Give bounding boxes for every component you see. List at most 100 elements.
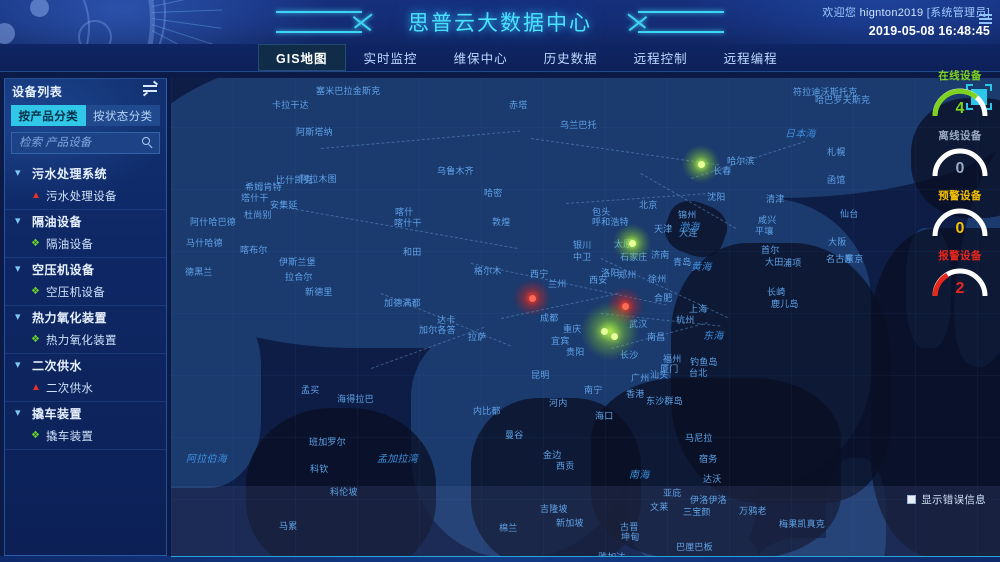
map-city-label: 锦州 bbox=[678, 210, 697, 220]
map-city-label: 阿拉木图 bbox=[300, 174, 337, 184]
gis-map[interactable]: 日本海 渤海 黄海 东海 南海 阿拉伯海 孟加拉湾 北京长春沈阳哈尔滨天津济南石… bbox=[171, 78, 1000, 562]
plug-connected-icon: ❖ bbox=[31, 286, 40, 297]
map-city-label: 卡拉干达 bbox=[272, 100, 309, 110]
item-label: 热力氧化装置 bbox=[46, 335, 117, 347]
map-city-label: 加尔各答 bbox=[419, 325, 456, 335]
tab-history-data[interactable]: 历史数据 bbox=[543, 52, 598, 66]
map-city-label: 杜尚别 bbox=[244, 210, 272, 220]
map-city-label: 安集延 bbox=[270, 200, 298, 210]
map-sea-label: 孟加拉湾 bbox=[377, 454, 418, 465]
gauge-value: 0 bbox=[955, 220, 965, 237]
map-city-label: 亚庇 bbox=[663, 488, 682, 498]
chevron-down-icon: ▾ bbox=[15, 263, 21, 275]
tab-realtime-monitor[interactable]: 实时监控 bbox=[363, 52, 418, 66]
map-sea-label: 东海 bbox=[703, 331, 724, 342]
map-marker-shijiazhuang[interactable] bbox=[613, 224, 651, 262]
sidebar-tab-by-status[interactable]: 按状态分类 bbox=[85, 105, 160, 126]
ocean-sea-of-japan bbox=[911, 98, 1000, 218]
sidebar-group-air-compressor[interactable]: ▾ 空压机设备 bbox=[5, 258, 166, 281]
search-input[interactable] bbox=[12, 133, 159, 153]
map-city-label: 洛阳 bbox=[601, 268, 620, 278]
warning-triangle-icon: ▲ bbox=[31, 382, 41, 393]
map-city-label: 南宁 bbox=[584, 385, 603, 395]
map-city-label: 孟买 bbox=[301, 385, 320, 395]
map-city-label: 喀什 bbox=[395, 207, 414, 217]
plug-connected-icon: ❖ bbox=[31, 430, 40, 441]
map-city-label: 西贡 bbox=[556, 461, 575, 471]
tab-gis-map[interactable]: GIS地图 bbox=[258, 44, 346, 71]
map-city-label: 天津 bbox=[654, 224, 673, 234]
map-city-label: 科钦 bbox=[310, 464, 329, 474]
map-city-label: 厦门 bbox=[660, 364, 679, 374]
gauge-arc-online bbox=[932, 88, 988, 117]
map-city-label: 乌鲁木齐 bbox=[437, 166, 474, 176]
tab-maintenance[interactable]: 维保中心 bbox=[453, 52, 508, 66]
group-label: 隔油设备 bbox=[32, 215, 83, 229]
sidebar-item-sewage-device[interactable]: ▲ 污水处理设备 bbox=[5, 185, 166, 210]
search-icon[interactable] bbox=[142, 137, 153, 149]
map-city-label: 塔什干 bbox=[241, 193, 269, 203]
status-gauges-panel: 在线设备 4 离线设备 0 预警设备 0 报警设备 bbox=[924, 68, 996, 308]
ocean-arabian-sea bbox=[246, 408, 436, 562]
map-city-label: 曼谷 bbox=[505, 430, 524, 440]
map-sea-label: 日本海 bbox=[785, 129, 816, 140]
map-city-label: 拉萨 bbox=[468, 332, 487, 342]
swap-arrows-icon[interactable] bbox=[142, 80, 159, 97]
map-city-label: 长春 bbox=[713, 166, 732, 176]
plug-connected-icon: ❖ bbox=[31, 238, 40, 249]
map-city-label: 鹿儿岛 bbox=[771, 299, 799, 309]
hamburger-menu-icon[interactable] bbox=[979, 12, 992, 26]
map-city-label: 班加罗尔 bbox=[309, 437, 346, 447]
tab-remote-program[interactable]: 远程编程 bbox=[723, 52, 778, 66]
map-city-label: 大连 bbox=[679, 228, 698, 238]
sidebar-tab-by-product[interactable]: 按产品分类 bbox=[11, 105, 86, 126]
map-city-label: 福州 bbox=[663, 354, 682, 364]
sidebar-group-secondary-water[interactable]: ▾ 二次供水 bbox=[5, 354, 166, 377]
map-city-label: 格尔木 bbox=[474, 266, 502, 276]
map-city-label: 哈巴罗夫斯克 bbox=[815, 95, 871, 105]
map-city-label: 达卡 bbox=[437, 315, 456, 325]
sidebar-item-oil-separator-device[interactable]: ❖ 隔油设备 bbox=[5, 233, 166, 258]
sidebar-group-skid-unit[interactable]: ▾ 撬车装置 bbox=[5, 402, 166, 425]
datetime-display: 2019-05-08 16:48:45 bbox=[868, 23, 990, 38]
map-marker-changsha-cluster[interactable] bbox=[581, 302, 639, 360]
map-city-label: 比什凯克 bbox=[276, 175, 313, 185]
sidebar-item-skid-unit-device[interactable]: ❖ 撬车装置 bbox=[5, 425, 166, 450]
sidebar-group-oil-separator[interactable]: ▾ 隔油设备 bbox=[5, 210, 166, 233]
chevron-down-icon: ▾ bbox=[15, 311, 21, 323]
decorative-circle bbox=[0, 0, 166, 44]
map-city-label: 东沙群岛 bbox=[646, 396, 683, 406]
map-city-label: 德黑兰 bbox=[185, 267, 213, 277]
sidebar-group-thermal-oxidizer[interactable]: ▾ 热力氧化装置 bbox=[5, 306, 166, 329]
map-city-label: 广州 bbox=[631, 373, 650, 383]
map-city-label: 南昌 bbox=[647, 332, 666, 342]
map-marker-chengdu[interactable] bbox=[513, 279, 551, 317]
show-errors-checkbox[interactable]: 显示错误信息 bbox=[907, 492, 986, 507]
gauge-label: 离线设备 bbox=[938, 130, 982, 142]
sidebar-item-thermal-oxidizer-device[interactable]: ❖ 热力氧化装置 bbox=[5, 329, 166, 354]
gauge-online: 在线设备 4 bbox=[924, 68, 996, 118]
map-city-label: 巴厘巴板 bbox=[676, 542, 713, 552]
gauge-alarm: 报警设备 2 bbox=[924, 248, 996, 298]
sidebar-group-sewage-system[interactable]: ▾ 污水处理系统 bbox=[5, 162, 166, 185]
sidebar-item-secondary-water-device[interactable]: ▲ 二次供水 bbox=[5, 377, 166, 402]
map-city-label: 钓鱼岛 bbox=[690, 357, 718, 367]
plug-connected-icon: ❖ bbox=[31, 334, 40, 345]
item-label: 隔油设备 bbox=[46, 239, 94, 251]
tab-remote-control[interactable]: 远程控制 bbox=[633, 52, 688, 66]
map-city-label: 杭州 bbox=[676, 315, 695, 325]
sidebar-item-air-compressor-device[interactable]: ❖ 空压机设备 bbox=[5, 281, 166, 306]
map-city-label: 郑州 bbox=[618, 270, 637, 280]
device-group: ▾ 隔油设备 ❖ 隔油设备 bbox=[5, 210, 166, 258]
title-bracket-right bbox=[606, 7, 724, 37]
warning-triangle-icon: ▲ bbox=[31, 190, 41, 201]
checkbox-box[interactable] bbox=[907, 495, 917, 504]
map-city-label: 函馆 bbox=[827, 175, 846, 185]
decorative-circle bbox=[78, 20, 112, 44]
gauge-warning: 预警设备 0 bbox=[924, 188, 996, 238]
map-city-label: 新加坡 bbox=[556, 518, 584, 528]
gauge-offline: 离线设备 0 bbox=[924, 128, 996, 178]
map-city-label: 梅果凯真克 bbox=[779, 519, 826, 529]
map-city-label: 上海 bbox=[689, 304, 708, 314]
map-marker-changchun[interactable] bbox=[682, 145, 720, 183]
